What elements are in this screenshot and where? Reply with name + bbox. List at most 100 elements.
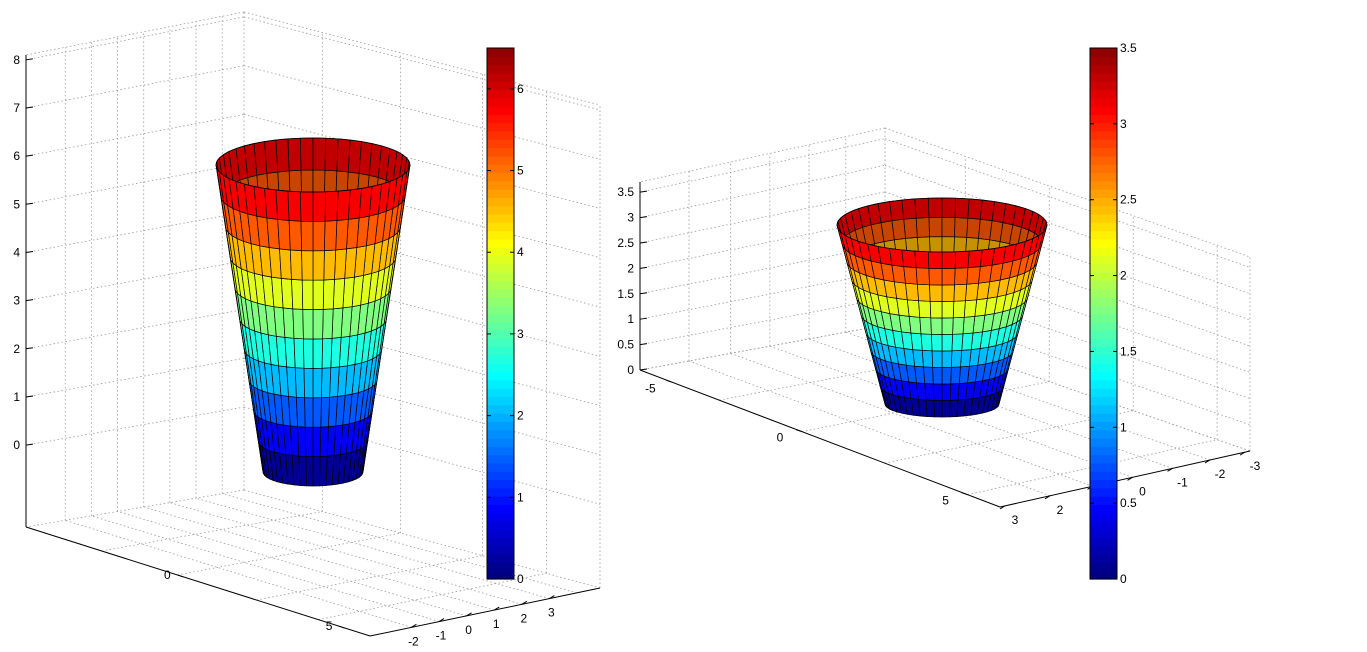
y-tick-label: 1: [493, 617, 500, 631]
colorbar-tick-label: 0.5: [1120, 496, 1137, 510]
z-grid-line: [25, 406, 245, 446]
surface-patch: [915, 217, 930, 238]
y-axis-line: [999, 450, 1251, 508]
colorbar-cell: [487, 255, 514, 265]
y-tick-mark: [493, 606, 500, 611]
surface-patch: [949, 383, 960, 401]
colorbar-cell: [1090, 97, 1117, 107]
colorbar-cell: [487, 354, 514, 364]
colorbar-cell: [1090, 520, 1117, 530]
y-tick-mark: [466, 612, 472, 617]
z-tick-mark: [639, 266, 648, 269]
colorbar-cell: [1090, 255, 1117, 265]
surface-patch: [335, 219, 349, 251]
floor-grid-line: [318, 572, 547, 621]
y-tick-mark: [1167, 467, 1173, 472]
colorbar-tick-label: 1: [517, 490, 524, 504]
surface-patch: [299, 137, 314, 171]
surface-patch: [288, 220, 302, 251]
y-tick-label: 0: [465, 623, 472, 637]
surface-patch: [950, 366, 961, 385]
colorbar-cell: [487, 114, 514, 124]
floor-grid-line: [177, 532, 401, 576]
colorbar-cell: [487, 81, 514, 91]
surface-patch: [296, 396, 306, 428]
z-tick-mark: [639, 190, 648, 193]
z-tick-label: 8: [13, 53, 20, 67]
z-grid-line: [884, 164, 1251, 295]
colorbar-cell: [1090, 48, 1117, 57]
surface-patch: [914, 365, 926, 384]
colorbar-cell: [487, 363, 514, 373]
surface-patch: [925, 399, 935, 418]
z-grid-line: [639, 244, 886, 295]
x-tick-label: 5: [326, 619, 333, 633]
colorbar-cell: [1090, 72, 1117, 82]
z-tick-mark: [25, 106, 34, 109]
colorbar-cell: [487, 313, 514, 323]
z-grid-line: [884, 138, 1251, 268]
floor-grid-line: [169, 502, 522, 605]
surface-patch: [979, 247, 995, 268]
surface-patch: [916, 382, 927, 401]
floor-grid-line: [91, 515, 440, 622]
colorbar-cell: [1090, 496, 1117, 505]
floor-grid-line: [688, 360, 1051, 497]
colorbar-cell: [1090, 363, 1117, 373]
surface-patch: [319, 426, 329, 457]
x-tick-mark: [338, 625, 346, 629]
surface-patch: [950, 350, 963, 368]
surface-patch: [952, 300, 966, 319]
colorbar-cell: [1090, 421, 1117, 431]
colorbar-cell: [1090, 122, 1117, 132]
y-tick-label: -2: [408, 634, 419, 648]
surface-patch: [923, 366, 934, 385]
colorbar-cell: [487, 462, 514, 472]
surface-patch: [287, 190, 302, 222]
surface-patch: [952, 316, 965, 335]
colorbar-cell: [487, 122, 514, 132]
surface-patch: [951, 333, 964, 352]
surface-patch: [927, 251, 943, 269]
colorbar-cell: [1090, 554, 1117, 564]
colorbar-cell: [1090, 330, 1117, 339]
colorbar-cell: [487, 413, 514, 422]
colorbar-cell: [487, 180, 514, 190]
y-tick-mark: [1044, 495, 1051, 500]
colorbar-cell: [1090, 155, 1117, 165]
surface-patch: [928, 267, 943, 286]
surface-patch: [312, 250, 325, 281]
surface-patch: [275, 189, 290, 221]
surface-patch: [966, 266, 981, 285]
z-tick-mark: [25, 202, 34, 205]
surface-patch: [915, 267, 930, 286]
y-tick-mark: [411, 623, 417, 628]
colorbar-tick-label: 0: [1120, 572, 1127, 586]
z-tick-mark: [25, 250, 34, 253]
z-tick-label: 2.5: [617, 236, 634, 250]
surface-patch: [908, 316, 922, 335]
colorbar-cell: [1090, 288, 1117, 298]
surface-patch: [954, 250, 970, 269]
left-colorbar: 0 1 2 3 4 5 6: [486, 47, 524, 586]
y-tick-mark: [521, 600, 528, 605]
surface-patch: [949, 399, 959, 418]
colorbar-tick-label: 5: [517, 164, 524, 178]
colorbar-cell: [487, 487, 514, 497]
surface-patch: [933, 400, 943, 418]
colorbar-cell: [487, 197, 514, 207]
surface-patch: [336, 189, 351, 221]
z-grid-line: [639, 324, 886, 371]
colorbar-cell: [1090, 222, 1117, 232]
colorbar-cell: [1090, 263, 1117, 273]
surface-patch: [312, 367, 323, 399]
surface-patch: [910, 332, 923, 351]
surface-patch: [941, 216, 956, 238]
surface-patch: [919, 316, 932, 335]
z-grid-line: [25, 211, 245, 253]
surface-patch: [312, 426, 322, 457]
colorbar-cell: [487, 238, 514, 248]
surface-patch: [941, 383, 952, 401]
rim-outline: [215, 137, 411, 193]
colorbar-tick-label: 3: [1120, 117, 1127, 131]
